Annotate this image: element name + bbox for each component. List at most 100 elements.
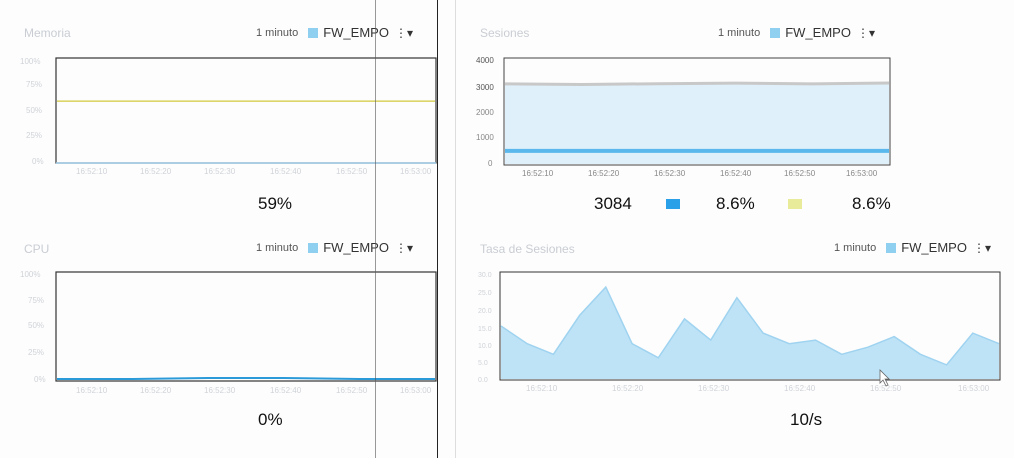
- x-tick-label: 16:53:00: [400, 386, 432, 395]
- panel-menu-button[interactable]: ⋮▾: [972, 240, 991, 255]
- x-tick-label: 16:52:50: [870, 384, 902, 393]
- memoria-value: 59%: [258, 194, 293, 213]
- panel-controls: 1 minuto FW_EMPO ⋮▾: [256, 25, 413, 40]
- y-tick-label: 75%: [26, 80, 42, 89]
- tasa-sesiones-panel: Tasa de Sesiones 1 minuto FW_EMPO ⋮▾ 30.…: [470, 229, 1014, 458]
- y-tick-label: 25%: [26, 131, 42, 140]
- panel-controls: 1 minuto FW_EMPO ⋮▾: [256, 240, 413, 255]
- panel-controls: 1 minuto FW_EMPO ⋮▾: [834, 240, 991, 255]
- session-rate-area: [501, 287, 999, 379]
- y-tick-label: 0%: [32, 157, 44, 166]
- x-tick-label: 16:52:10: [522, 169, 554, 178]
- plot-frame: [503, 57, 891, 166]
- y-tick-label: 3000: [476, 83, 494, 92]
- x-axis-ticks: 16:52:10 16:52:20 16:52:30 16:52:40 16:5…: [76, 386, 432, 395]
- sesiones-panel: Sesiones 1 minuto FW_EMPO ⋮▾ 4000 3000 2…: [470, 0, 1014, 229]
- panel-menu-button[interactable]: ⋮▾: [394, 25, 413, 40]
- x-tick-label: 16:53:00: [958, 384, 990, 393]
- x-tick-label: 16:52:40: [270, 386, 302, 395]
- x-tick-label: 16:53:00: [846, 169, 878, 178]
- plot-frame: [55, 57, 437, 164]
- y-tick-label: 5.0: [478, 360, 488, 367]
- page-edge-line: [455, 0, 456, 458]
- x-tick-label: 16:52:50: [784, 169, 816, 178]
- x-axis-ticks: 16:52:10 16:52:20 16:52:30 16:52:40 16:5…: [522, 169, 878, 178]
- mouse-cursor-icon: [879, 369, 890, 387]
- y-tick-label: 30.0: [478, 272, 492, 279]
- x-tick-label: 16:52:40: [784, 384, 816, 393]
- legend-value-yellow: 8.6%: [852, 194, 891, 213]
- x-tick-label: 16:52:30: [698, 384, 730, 393]
- cpu-panel: CPU 1 minuto FW_EMPO ⋮▾ 100% 75% 50% 25%…: [0, 229, 455, 458]
- panel-menu-button[interactable]: ⋮▾: [856, 25, 875, 40]
- interval-dropdown[interactable]: 1 minuto: [834, 241, 877, 254]
- y-axis-ticks: 30.0 25.0 20.0 15.0 10.0 5.0 0.0: [478, 272, 492, 384]
- y-tick-label: 50%: [26, 106, 42, 115]
- device-label[interactable]: FW_EMPO: [785, 25, 851, 40]
- plot-frame: [499, 271, 1001, 381]
- legend-swatch-blue: [666, 199, 680, 209]
- y-axis-ticks: 100% 75% 50% 25% 0%: [20, 57, 44, 166]
- panel-controls: 1 minuto FW_EMPO ⋮▾: [718, 25, 875, 40]
- y-tick-label: 20.0: [478, 308, 492, 315]
- y-tick-label: 10.0: [478, 343, 492, 350]
- device-label[interactable]: FW_EMPO: [901, 240, 967, 255]
- y-tick-label: 100%: [20, 270, 40, 279]
- memoria-panel: Memoria 1 minuto FW_EMPO ⋮▾ 100% 75% 50%…: [0, 0, 455, 229]
- y-tick-label: 2000: [476, 108, 494, 117]
- memoria-chart: 100% 75% 50% 25% 0% 16:52:10 16:52:20 16…: [20, 57, 437, 176]
- panel-title: Sesiones: [480, 26, 530, 40]
- y-tick-label: 25.0: [478, 290, 492, 297]
- x-tick-label: 16:52:20: [612, 384, 644, 393]
- x-tick-label: 16:52:20: [140, 167, 172, 176]
- device-label[interactable]: FW_EMPO: [323, 240, 389, 255]
- sesiones-value: 3084: [594, 194, 632, 213]
- y-tick-label: 100%: [20, 57, 40, 66]
- panel-title: Tasa de Sesiones: [480, 242, 575, 256]
- device-color-swatch: [308, 242, 319, 253]
- device-color-swatch: [886, 242, 897, 253]
- cpu-usage-line: [57, 377, 435, 380]
- device-color-swatch: [770, 27, 781, 38]
- x-tick-label: 16:52:50: [336, 167, 368, 176]
- sesiones-chart: 4000 3000 2000 1000 0 16:52:10 16:52:20 …: [476, 56, 891, 178]
- interval-dropdown[interactable]: 1 minuto: [718, 26, 761, 39]
- device-label[interactable]: FW_EMPO: [323, 25, 389, 40]
- x-tick-label: 16:52:30: [204, 386, 236, 395]
- y-tick-label: 1000: [476, 133, 494, 142]
- y-tick-label: 0.0: [478, 377, 488, 384]
- panel-menu-button[interactable]: ⋮▾: [394, 240, 413, 255]
- device-color-swatch: [308, 27, 319, 38]
- x-tick-label: 16:52:40: [720, 169, 752, 178]
- x-tick-label: 16:52:10: [76, 386, 108, 395]
- legend-value-blue: 8.6%: [716, 194, 755, 213]
- sessions-total-area: [505, 83, 889, 164]
- x-axis-ticks: 16:52:10 16:52:20 16:52:30 16:52:40 16:5…: [76, 167, 432, 176]
- y-tick-label: 25%: [28, 348, 44, 357]
- y-tick-label: 75%: [28, 296, 44, 305]
- cpu-chart: 100% 75% 50% 25% 0% 16:52:10 16:52:20 16…: [20, 270, 437, 395]
- x-tick-label: 16:53:00: [400, 167, 432, 176]
- x-axis-ticks: 16:52:10 16:52:20 16:52:30 16:52:40 16:5…: [526, 384, 990, 393]
- y-tick-label: 15.0: [478, 326, 492, 333]
- legend-swatch-yellow: [788, 199, 802, 209]
- x-tick-label: 16:52:40: [270, 167, 302, 176]
- tasa-value: 10/s: [790, 410, 823, 429]
- y-axis-ticks: 100% 75% 50% 25% 0%: [20, 270, 46, 384]
- x-tick-label: 16:52:20: [588, 169, 620, 178]
- page-fold-line: [375, 0, 376, 458]
- tasa-chart: 30.0 25.0 20.0 15.0 10.0 5.0 0.0 16:52:1…: [478, 271, 1001, 393]
- y-tick-label: 50%: [28, 321, 44, 330]
- interval-dropdown[interactable]: 1 minuto: [256, 241, 299, 254]
- page-fold-line: [437, 0, 438, 458]
- y-tick-label: 0%: [34, 375, 46, 384]
- y-axis-ticks: 4000 3000 2000 1000 0: [476, 56, 494, 168]
- x-tick-label: 16:52:30: [654, 169, 686, 178]
- panel-title: Memoria: [24, 26, 71, 40]
- interval-dropdown[interactable]: 1 minuto: [256, 26, 299, 39]
- y-tick-label: 4000: [476, 56, 494, 65]
- cpu-value: 0%: [258, 410, 283, 429]
- x-tick-label: 16:52:50: [336, 386, 368, 395]
- x-tick-label: 16:52:10: [76, 167, 108, 176]
- y-tick-label: 0: [488, 159, 493, 168]
